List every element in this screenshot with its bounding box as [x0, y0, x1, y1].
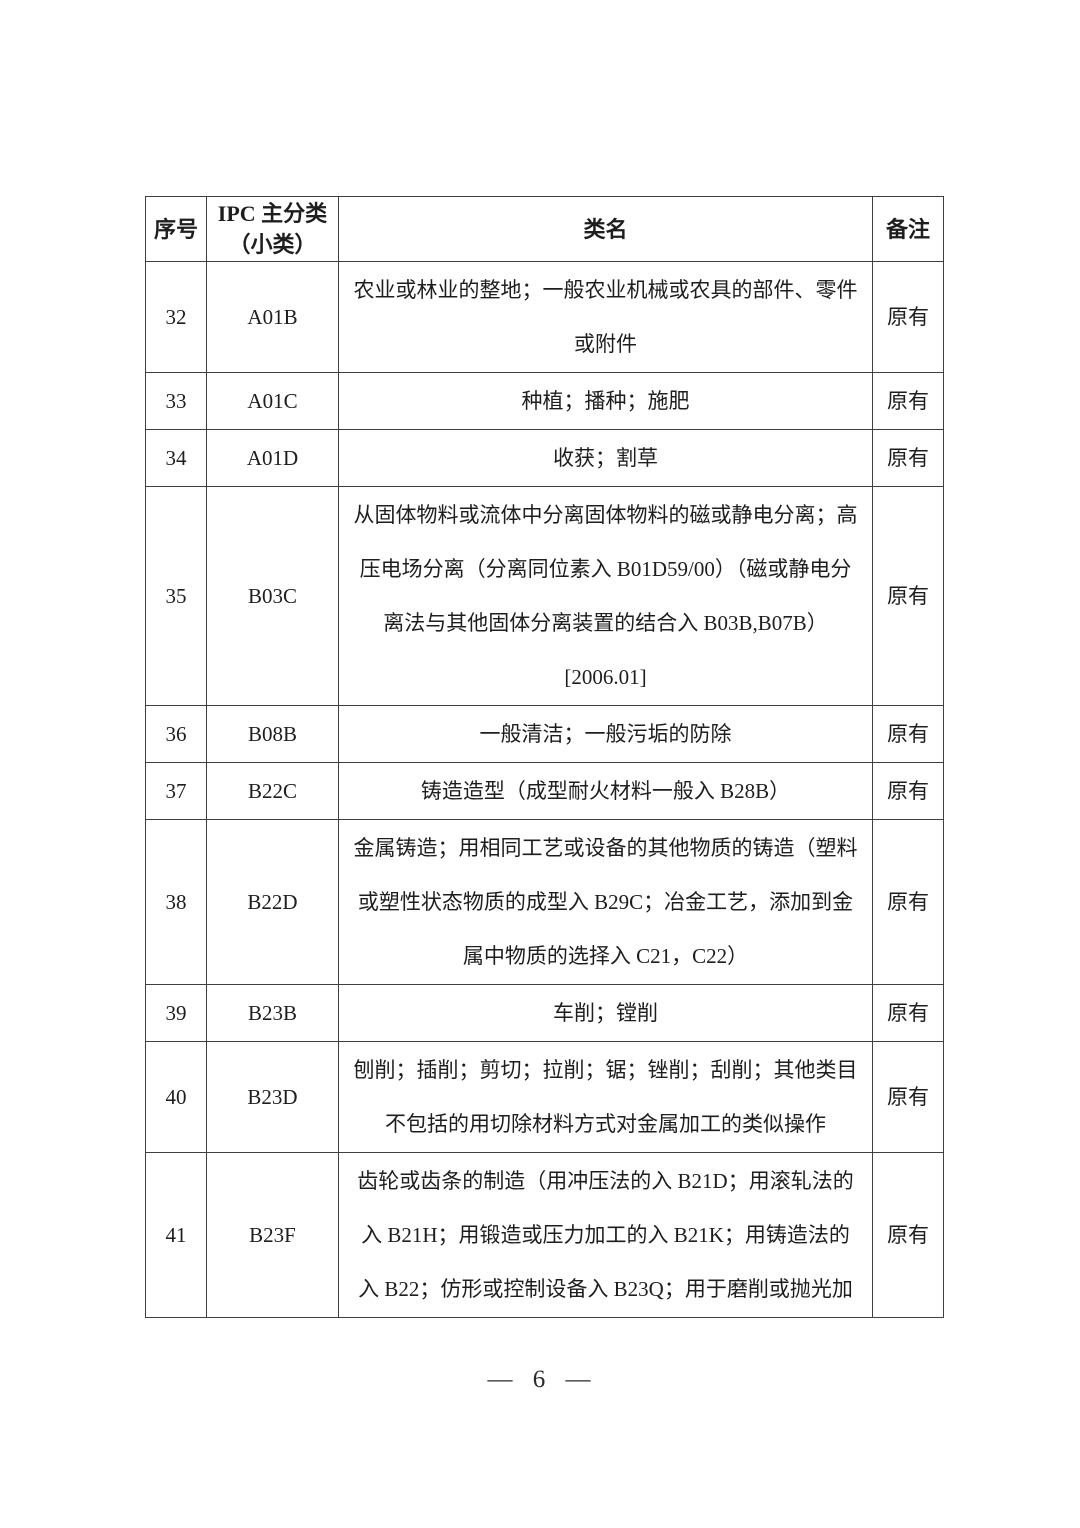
cell-class-name: 刨削；插削；剪切；拉削；锯；锉削；刮削；其他类目 不包括的用切除材料方式对金属加… — [338, 1041, 873, 1153]
table-header-row: 序号 IPC 主分类 （小类） 类名 备注 — [145, 196, 944, 262]
cell-ipc-code: B23B — [206, 984, 339, 1042]
cell-serial-number: 33 — [145, 372, 207, 430]
table-row: 40 B23D 刨削；插削；剪切；拉削；锯；锉削；刮削；其他类目 不包括的用切除… — [145, 1041, 944, 1153]
cell-serial-number: 34 — [145, 429, 207, 487]
cell-remark: 原有 — [872, 762, 944, 820]
table-row: 32 A01B 农业或林业的整地；一般农业机械或农具的部件、零件 或附件 原有 — [145, 261, 944, 373]
table-row: 34 A01D 收获；割草 原有 — [145, 429, 944, 487]
ipc-classification-table: 序号 IPC 主分类 （小类） 类名 备注 32 A01B 农业或林业的整地；一… — [145, 196, 944, 1318]
table-row: 35 B03C 从固体物料或流体中分离固体物料的磁或静电分离；高 压电场分离（分… — [145, 486, 944, 706]
table-row: 38 B22D 金属铸造；用相同工艺或设备的其他物质的铸造（塑料 或塑性状态物质… — [145, 819, 944, 985]
cell-remark: 原有 — [872, 1152, 944, 1318]
cell-serial-number: 37 — [145, 762, 207, 820]
cell-ipc-code: A01C — [206, 372, 339, 430]
cell-serial-number: 41 — [145, 1152, 207, 1318]
cell-serial-number: 40 — [145, 1041, 207, 1153]
cell-ipc-code: B22C — [206, 762, 339, 820]
cell-ipc-code: B22D — [206, 819, 339, 985]
page-number: — 6 — — [487, 1366, 593, 1393]
cell-class-name: 收获；割草 — [338, 429, 873, 487]
cell-serial-number: 35 — [145, 486, 207, 706]
cell-class-name: 农业或林业的整地；一般农业机械或农具的部件、零件 或附件 — [338, 261, 873, 373]
cell-ipc-code: A01D — [206, 429, 339, 487]
cell-remark: 原有 — [872, 372, 944, 430]
cell-ipc-code: B23D — [206, 1041, 339, 1153]
cell-remark: 原有 — [872, 984, 944, 1042]
cell-class-name: 齿轮或齿条的制造（用冲压法的入 B21D；用滚轧法的 入 B21H；用锻造或压力… — [338, 1152, 873, 1318]
cell-serial-number: 32 — [145, 261, 207, 373]
cell-ipc-code: B03C — [206, 486, 339, 706]
header-remark: 备注 — [872, 196, 944, 262]
table-row: 37 B22C 铸造造型（成型耐火材料一般入 B28B） 原有 — [145, 762, 944, 820]
cell-ipc-code: B08B — [206, 705, 339, 763]
cell-class-name: 车削；镗削 — [338, 984, 873, 1042]
cell-class-name: 金属铸造；用相同工艺或设备的其他物质的铸造（塑料 或塑性状态物质的成型入 B29… — [338, 819, 873, 985]
cell-serial-number: 38 — [145, 819, 207, 985]
cell-remark: 原有 — [872, 705, 944, 763]
cell-remark: 原有 — [872, 819, 944, 985]
cell-class-name: 种植；播种；施肥 — [338, 372, 873, 430]
table-row: 41 B23F 齿轮或齿条的制造（用冲压法的入 B21D；用滚轧法的 入 B21… — [145, 1152, 944, 1318]
cell-remark: 原有 — [872, 429, 944, 487]
cell-ipc-code: A01B — [206, 261, 339, 373]
cell-remark: 原有 — [872, 1041, 944, 1153]
cell-serial-number: 39 — [145, 984, 207, 1042]
cell-remark: 原有 — [872, 261, 944, 373]
header-serial-number: 序号 — [145, 196, 207, 262]
cell-class-name: 一般清洁；一般污垢的防除 — [338, 705, 873, 763]
cell-ipc-code: B23F — [206, 1152, 339, 1318]
header-class-name: 类名 — [338, 196, 873, 262]
cell-remark: 原有 — [872, 486, 944, 706]
cell-class-name: 从固体物料或流体中分离固体物料的磁或静电分离；高 压电场分离（分离同位素入 B0… — [338, 486, 873, 706]
header-ipc-main-class: IPC 主分类 （小类） — [206, 196, 339, 262]
cell-class-name: 铸造造型（成型耐火材料一般入 B28B） — [338, 762, 873, 820]
table-row: 39 B23B 车削；镗削 原有 — [145, 984, 944, 1042]
table-row: 33 A01C 种植；播种；施肥 原有 — [145, 372, 944, 430]
cell-serial-number: 36 — [145, 705, 207, 763]
table-row: 36 B08B 一般清洁；一般污垢的防除 原有 — [145, 705, 944, 763]
